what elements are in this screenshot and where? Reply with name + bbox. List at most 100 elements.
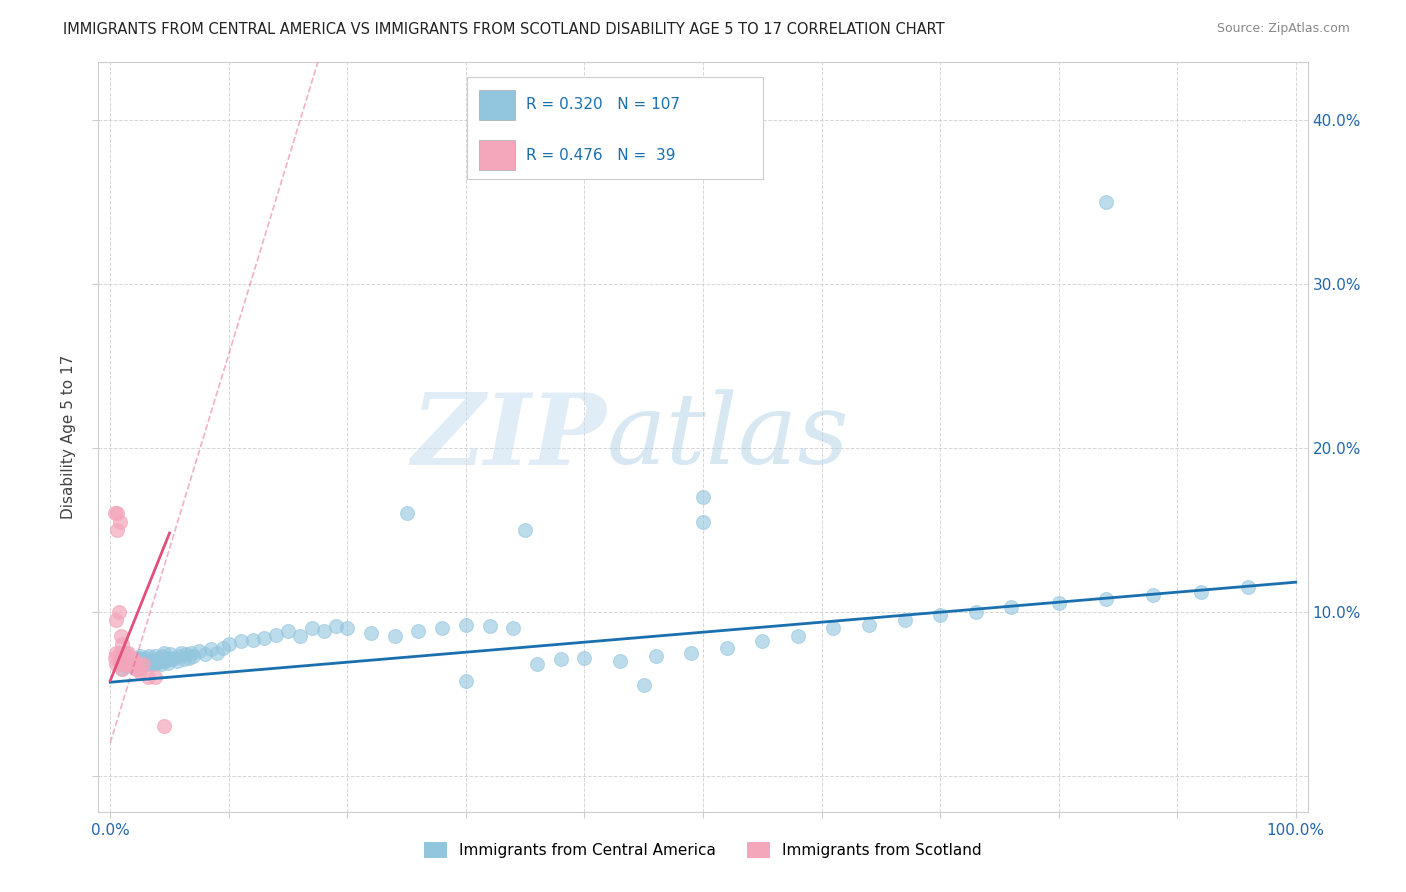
Point [105,657,128,672]
Point [132,657,155,672]
Point [242,632,264,647]
Point [134,654,156,668]
Point [146,652,169,666]
Point [312,624,335,639]
Point [112,657,135,672]
Point [153,654,176,668]
Point [115,650,138,665]
Point [121,656,143,670]
Point [105,523,128,537]
Point [107,650,129,665]
Point [141,656,163,670]
Point [105,646,128,660]
Point [122,654,145,668]
Point [181,648,204,663]
Point [786,629,808,643]
Point [454,617,477,632]
Point [105,613,128,627]
Point [325,619,347,633]
Point [152,646,174,660]
Point [110,629,132,643]
Point [194,648,217,662]
Point [129,657,152,672]
Point [110,650,132,665]
Point [112,646,135,660]
Point [633,678,655,692]
Point [125,652,148,666]
Point [145,656,167,670]
Point [1189,585,1212,599]
Point [136,670,159,684]
Text: IMMIGRANTS FROM CENTRAL AMERICA VS IMMIGRANTS FROM SCOTLAND DISABILITY AGE 5 TO : IMMIGRANTS FROM CENTRAL AMERICA VS IMMIG… [63,22,945,37]
Point [823,621,845,635]
Point [205,646,228,660]
Point [108,646,131,660]
Point [112,657,135,672]
Point [111,654,134,668]
Point [167,648,190,663]
Point [127,654,149,668]
Point [360,626,382,640]
Point [131,652,153,666]
Point [121,650,143,665]
Point [104,650,127,665]
Point [229,634,252,648]
Point [110,654,132,668]
Point [111,638,134,652]
Text: Source: ZipAtlas.com: Source: ZipAtlas.com [1216,22,1350,36]
Point [149,650,172,665]
Point [751,634,773,648]
Point [118,652,141,666]
Point [188,644,211,658]
Point [129,665,152,680]
Point [122,654,145,668]
Point [395,506,418,520]
Point [1142,588,1164,602]
Point [692,515,714,529]
Point [129,648,152,663]
Point [121,657,143,672]
Point [526,657,548,672]
Point [115,658,138,673]
Point [170,646,193,660]
Point [120,657,142,672]
Point [108,515,131,529]
Point [212,640,235,655]
Point [117,657,139,672]
Point [138,648,160,663]
Point [1095,194,1118,209]
Point [159,648,181,662]
Point [121,654,143,668]
Point [965,605,987,619]
Point [129,656,152,670]
Point [143,670,166,684]
Point [200,642,222,657]
Point [107,605,129,619]
Point [893,613,915,627]
Point [502,621,524,635]
Point [858,617,880,632]
Point [336,621,359,635]
Point [550,652,572,666]
Point [135,650,157,665]
Point [288,629,311,643]
Point [253,631,276,645]
Point [277,624,299,639]
Point [105,506,128,520]
Point [264,627,287,641]
Point [128,662,150,676]
Point [114,654,136,668]
Point [120,657,142,672]
Point [142,652,165,666]
Point [114,656,136,670]
Point [432,621,454,635]
Point [150,657,173,672]
Point [173,652,195,666]
Point [117,648,139,663]
Point [929,607,952,622]
Legend: Immigrants from Central America, Immigrants from Scotland: Immigrants from Central America, Immigra… [418,836,988,864]
Point [163,650,186,665]
Point [136,657,159,672]
Point [157,656,180,670]
Point [104,506,127,520]
